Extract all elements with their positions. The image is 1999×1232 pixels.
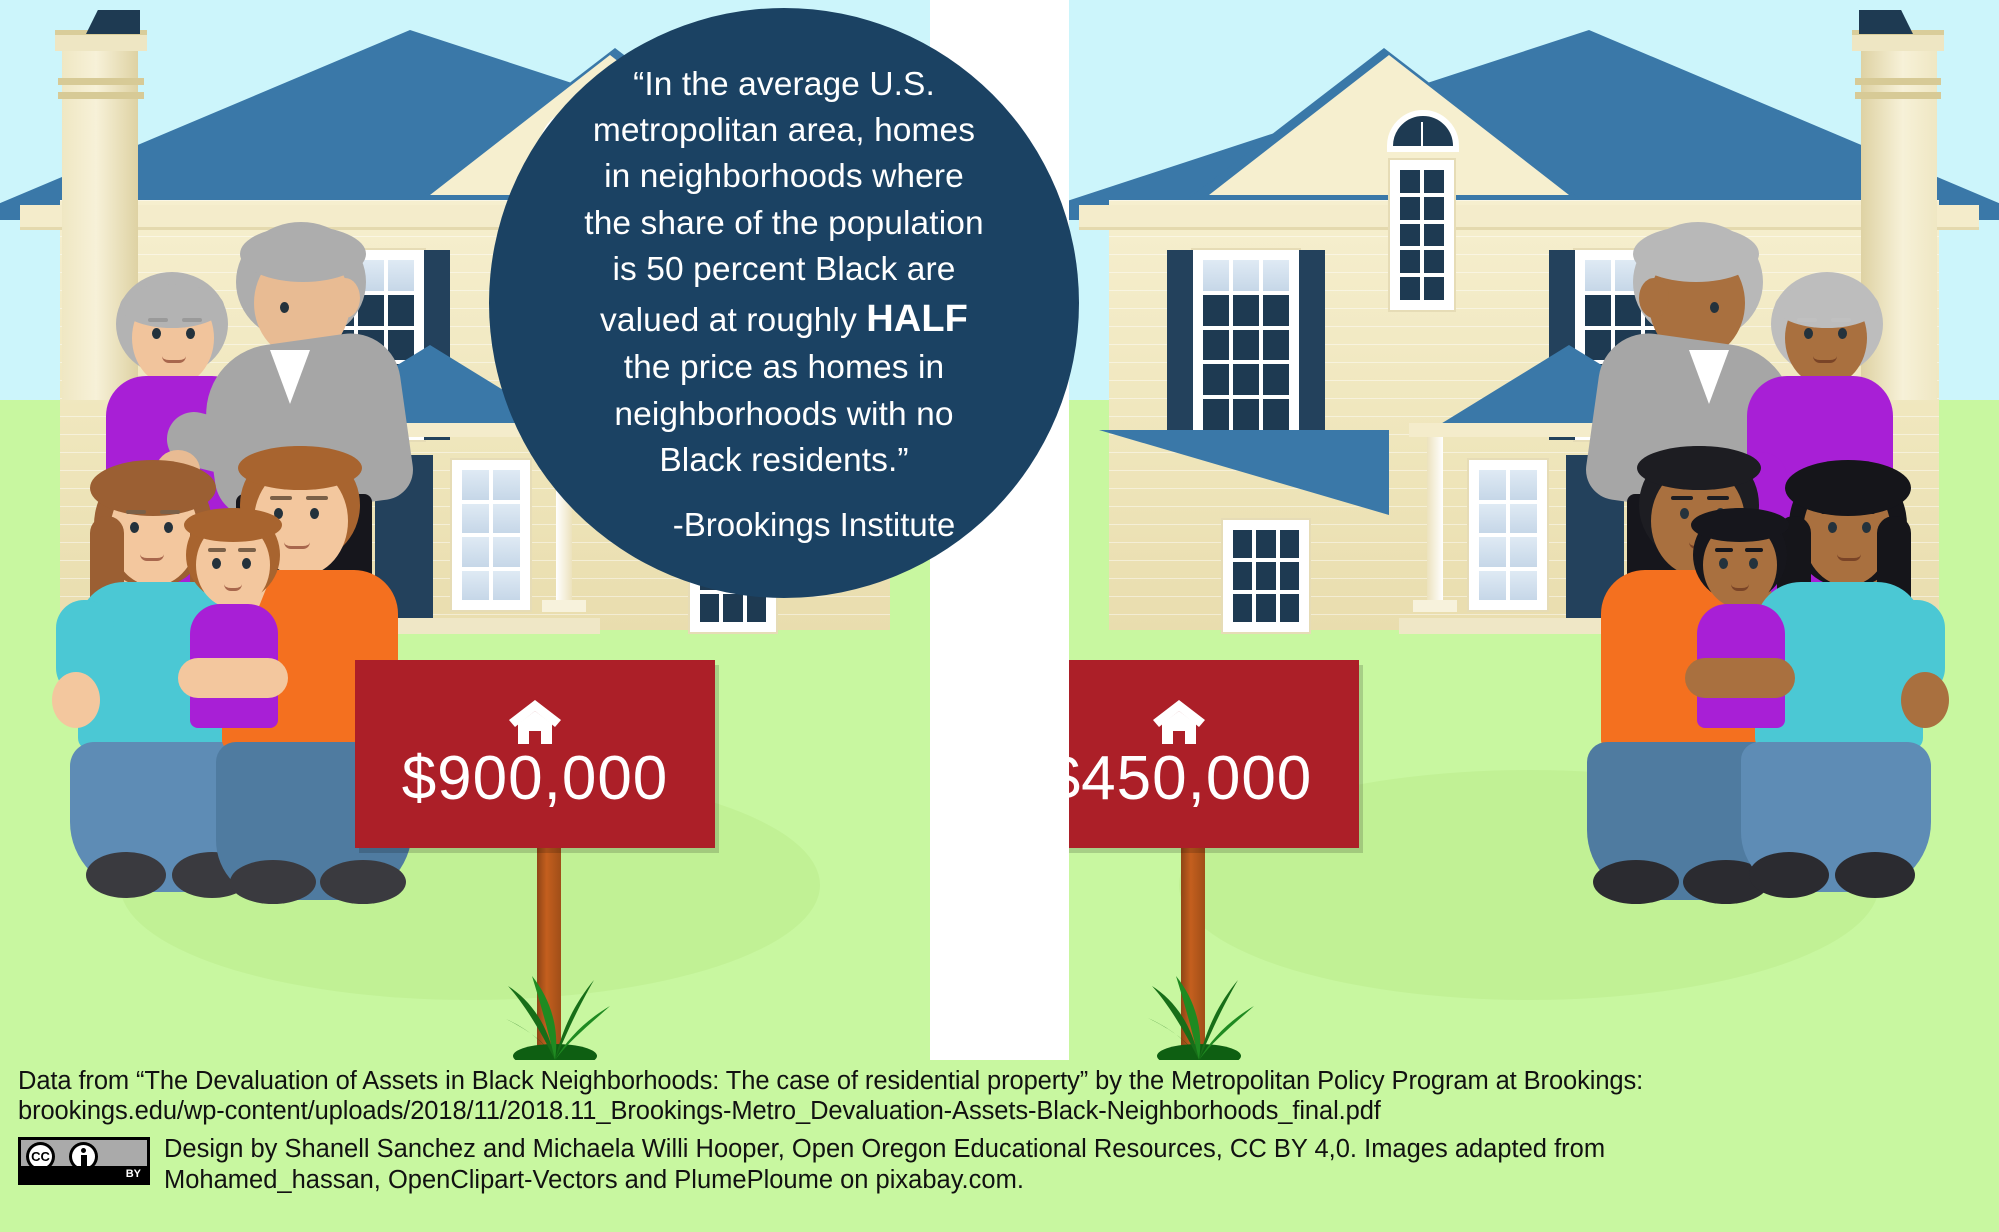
footer-credit-line-1: Design by Shanell Sanchez and Michaela W… [164, 1135, 1606, 1164]
gable-face-right [1209, 55, 1569, 195]
quote-line-9: Black residents.” [659, 441, 909, 479]
quote-line-6-text: valued at roughly [600, 302, 867, 339]
right-scene: $450,000 [1069, 0, 1999, 1060]
footer-source-line-1: Data from “The Devaluation of Assets in … [18, 1067, 1644, 1095]
shutter-right-2b [1167, 250, 1193, 440]
wing-roof-right [1099, 430, 1389, 515]
porch-column-right-2 [1427, 437, 1443, 607]
quote-line-7: the price as homes in [623, 349, 945, 387]
price-sign-right[interactable]: $450,000 [1069, 660, 1419, 1060]
grass-tuft-right [1148, 976, 1254, 1060]
sign-price-left: $900,000 [401, 744, 669, 813]
child-figure-right [1683, 508, 1803, 768]
sign-board-left: $900,000 [355, 660, 715, 848]
quote-line-3: in neighborhoods where [604, 158, 964, 196]
window-right-porch [1469, 460, 1547, 610]
quote-line-1: “In the average U.S. [633, 65, 935, 103]
quote-line-6: valued at roughly HALF [584, 293, 983, 345]
window-left-porch [452, 460, 530, 610]
quote-line-5: is 50 percent Black are [612, 250, 956, 288]
sign-price-right: $450,000 [1069, 744, 1313, 813]
quote-line-4: the share of the population [584, 204, 984, 242]
porch-column-base-right-2 [1413, 600, 1457, 612]
quote-attribution: -Brookings Institute [672, 506, 956, 544]
quote-line-2: metropolitan area, homes [592, 112, 976, 150]
window-right-lower [1223, 520, 1309, 632]
price-sign-left[interactable]: $900,000 [355, 660, 775, 1060]
chimney-ring-left-1 [58, 78, 144, 85]
quote-line-8: neighborhoods with no [614, 395, 954, 433]
chimney-flue-left [86, 10, 140, 34]
grass-tuft-left [504, 976, 610, 1060]
quote-text: “In the average U.S. metropolitan area, … [584, 62, 983, 484]
chimney-ring-left-2 [58, 92, 144, 99]
chimney-ring-right-2 [1855, 92, 1941, 99]
footer-credit-line-2: Mohamed_hassan, OpenClipart-Vectors and … [164, 1165, 1024, 1194]
footer: Data from “The Devaluation of Assets in … [0, 1060, 1999, 1232]
child-figure-left [176, 508, 296, 768]
roof-fascia-right [1079, 205, 1979, 230]
window-right-upper-2 [1193, 250, 1299, 440]
footer-source-line-2: brookings.edu/wp-content/uploads/2018/11… [18, 1097, 1381, 1126]
cc-by-label: BY [21, 1166, 147, 1183]
porch-column-base-left-2 [542, 600, 586, 612]
chimney-ring-right-1 [1855, 78, 1941, 85]
footer-credit-row: CC BY Design by Shanell Sanchez and Mich… [0, 1134, 1999, 1195]
quote-callout-circle: “In the average U.S. metropolitan area, … [489, 8, 1079, 598]
shutter-right-2a [1299, 250, 1325, 440]
window-right-gable [1390, 160, 1454, 310]
home-icon-left [509, 700, 561, 744]
chimney-flue-right [1859, 10, 1913, 34]
cc-icon-label: CC [29, 1145, 52, 1169]
quote-emphasis-half: HALF [866, 298, 968, 340]
home-icon-right [1153, 700, 1205, 744]
footer-credit-text: Design by Shanell Sanchez and Michaela W… [164, 1134, 1605, 1195]
sign-board-right: $450,000 [1069, 660, 1359, 848]
cc-by-license-badge-icon: CC BY [18, 1137, 150, 1186]
